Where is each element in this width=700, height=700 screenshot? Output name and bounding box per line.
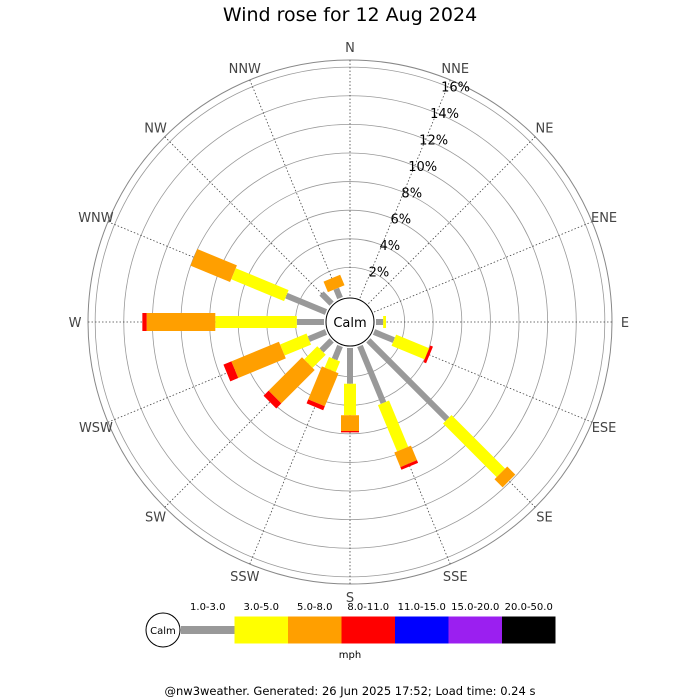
bar-wsw-1-0-3-0: [307, 329, 328, 342]
legend-swatch-5-0-8-0: [288, 616, 342, 644]
direction-label-nne: NNE: [441, 62, 469, 77]
legend-label-15-0-20-0: 15.0-20.0: [451, 602, 499, 613]
legend-swatch-8-0-11-0: [341, 616, 395, 644]
spoke-nne: [359, 79, 451, 299]
bar-sse-5-0-8-0: [394, 445, 417, 468]
bar-ssw-8-0-11-0: [306, 399, 325, 411]
legend-label-20-0-50-0: 20.0-50.0: [505, 602, 553, 613]
legend-swatch-11-0-15-0: [395, 616, 449, 644]
spoke-nw: [164, 136, 332, 304]
bar-ese-1-0-3-0: [372, 329, 395, 343]
chart-title: Wind rose for 12 Aug 2024: [222, 4, 478, 26]
direction-label-ssw: SSW: [230, 570, 260, 585]
bar-nw-1-0-3-0: [319, 291, 334, 306]
direction-label-nnw: NNW: [229, 62, 261, 77]
radial-tick-label-2: 2%: [369, 266, 390, 281]
bar-wnw-5-0-8-0: [190, 248, 237, 283]
legend-label-8-0-11-0: 8.0-11.0: [347, 602, 389, 613]
bar-sse-1-0-3-0: [357, 344, 387, 404]
bar-nnw-5-0-8-0: [323, 274, 345, 293]
direction-label-wnw: WNW: [78, 211, 114, 226]
direction-label-wsw: WSW: [79, 421, 113, 436]
bar-se-1-0-3-0: [366, 338, 450, 422]
bar-ssw-5-0-8-0: [308, 366, 339, 407]
direction-label-nw: NW: [144, 122, 167, 137]
radial-tick-label-4: 4%: [380, 239, 401, 254]
direction-label-s: S: [346, 591, 354, 606]
bar-wsw-3-0-5-0: [280, 333, 312, 356]
radial-tick-label-12: 12%: [419, 133, 448, 148]
direction-label-n: N: [345, 41, 355, 56]
footer-credits: @nw3weather. Generated: 26 Jun 2025 17:5…: [164, 684, 536, 698]
direction-label-sse: SSE: [443, 570, 468, 585]
spoke-ne: [368, 136, 536, 304]
bar-ssw-1-0-3-0: [331, 344, 343, 361]
spoke-nnw: [249, 79, 341, 299]
bar-sw-3-0-5-0: [304, 346, 326, 368]
bar-ese-3-0-5-0: [391, 334, 430, 360]
bar-wnw-3-0-5-0: [231, 268, 289, 302]
legend-label-1-0-3-0: 1.0-3.0: [190, 602, 225, 613]
radial-tick-label-10: 10%: [408, 160, 437, 175]
radial-tick-label-6: 6%: [390, 213, 411, 228]
legend-swatch-1-0-3-0: [181, 626, 235, 634]
direction-label-sw: SW: [145, 510, 166, 525]
legend-label-3-0-5-0: 3.0-5.0: [244, 602, 279, 613]
direction-label-se: SE: [536, 510, 552, 525]
legend-calm-circle: [145, 612, 181, 648]
legend-label-11-0-15-0: 11.0-15.0: [398, 602, 446, 613]
legend-calm-label: Calm: [150, 626, 176, 637]
direction-label-ne: NE: [535, 122, 553, 137]
bar-sw-8-0-11-0: [263, 390, 282, 409]
legend-swatch-20-0-50-0: [502, 616, 556, 644]
bar-se-5-0-8-0: [494, 466, 516, 488]
legend-label-5-0-8-0: 5.0-8.0: [297, 602, 332, 613]
legend-unit-label: mph: [339, 650, 361, 661]
bar-wsw-8-0-11-0: [223, 361, 239, 382]
bar-wnw-1-0-3-0: [285, 292, 328, 315]
bar-sse-8-0-11-0: [400, 460, 419, 470]
calm-label: Calm: [333, 316, 366, 331]
direction-label-ese: ESE: [592, 421, 617, 436]
direction-label-e: E: [621, 316, 629, 331]
direction-label-w: W: [69, 316, 82, 331]
bar-sse-3-0-5-0: [377, 400, 409, 452]
radial-tick-label-14: 14%: [430, 107, 459, 122]
bar-nnw-1-0-3-0: [333, 287, 343, 300]
calm-circle: [325, 297, 375, 347]
radial-tick-label-16: 16%: [441, 81, 470, 96]
direction-label-ene: ENE: [591, 211, 617, 226]
bar-wsw-5-0-8-0: [231, 341, 286, 379]
bar-ese-8-0-11-0: [423, 345, 433, 364]
spoke-ene: [373, 221, 593, 313]
bar-se-3-0-5-0: [443, 415, 506, 478]
bar-sw-1-0-3-0: [319, 338, 334, 353]
radial-tick-label-8: 8%: [401, 186, 422, 201]
legend-swatch-15-0-20-0: [448, 616, 502, 644]
legend-swatch-3-0-5-0: [234, 616, 288, 644]
bar-ssw-3-0-5-0: [324, 356, 341, 373]
bar-sw-5-0-8-0: [268, 357, 315, 404]
